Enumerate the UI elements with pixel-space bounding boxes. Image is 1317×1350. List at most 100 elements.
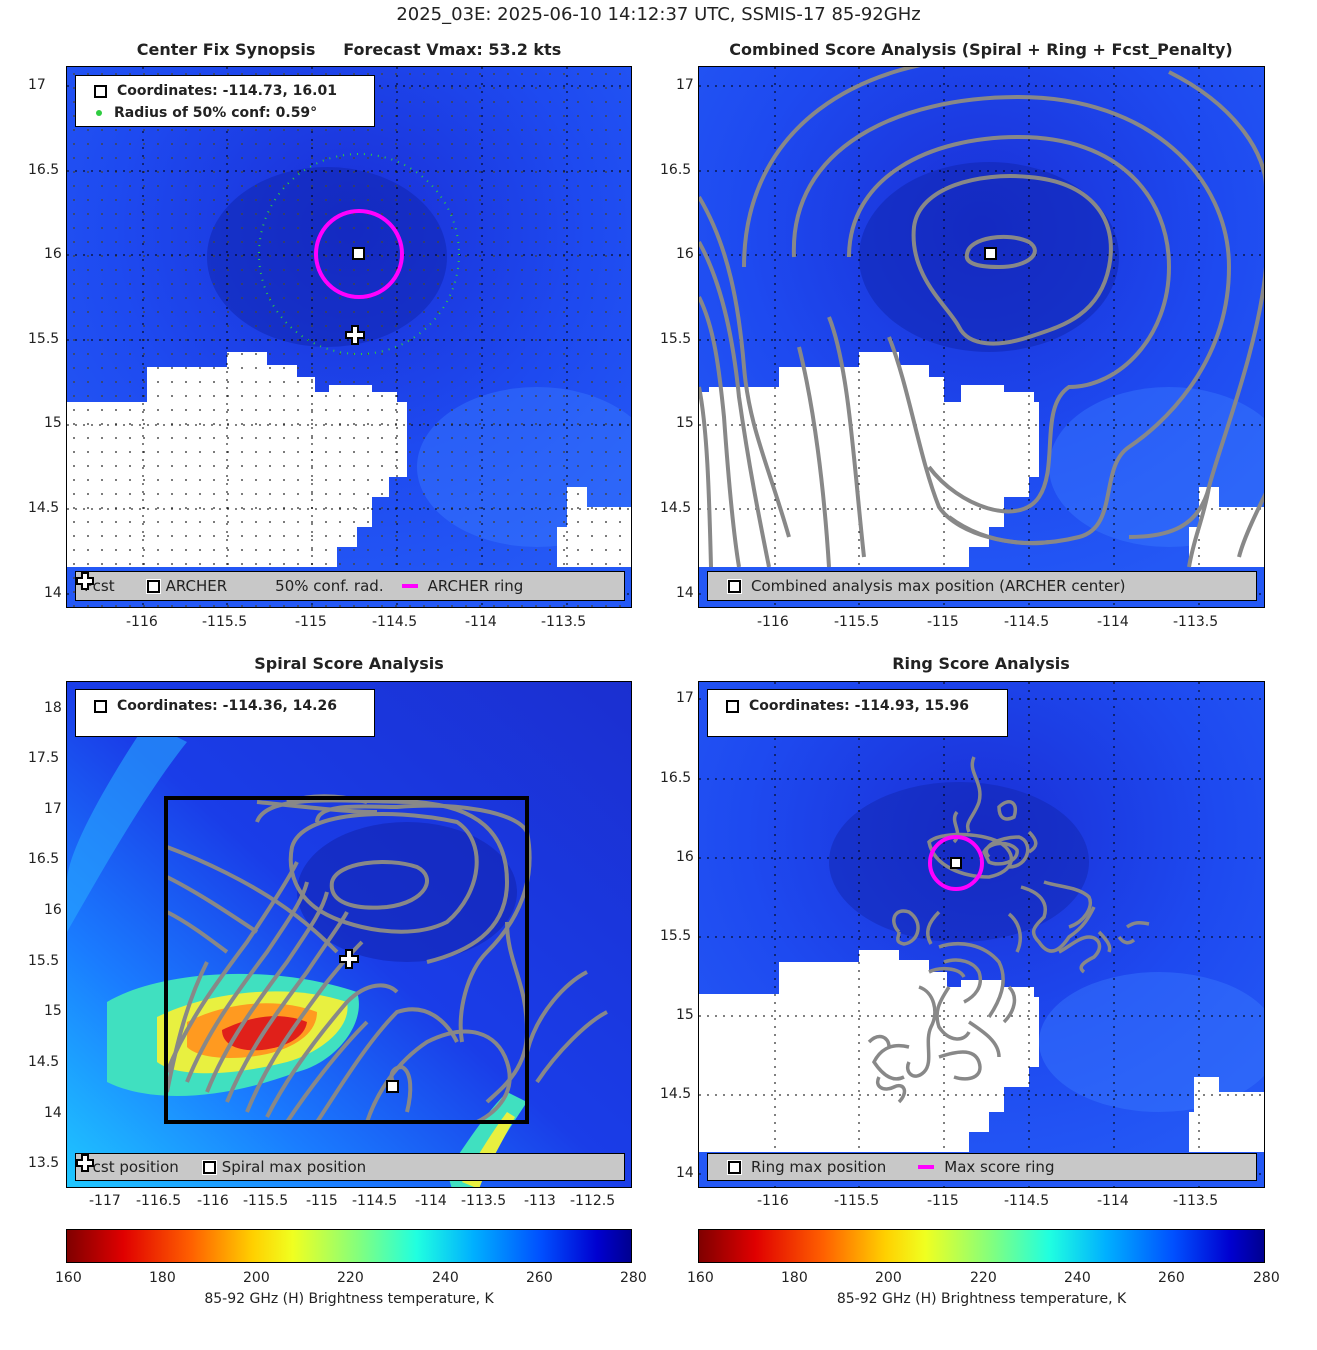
cbar-tick: 220 <box>337 1270 364 1286</box>
tick-x: -115 <box>295 614 327 630</box>
magenta-line-icon <box>918 1165 935 1169</box>
tick-y: 16 <box>676 849 694 865</box>
cbar-tick: 160 <box>687 1270 714 1286</box>
tick-x: -115 <box>927 1193 959 1209</box>
tick-y: 14.5 <box>660 1086 692 1102</box>
info-radius: Radius of 50% conf: 0.59° <box>114 105 318 121</box>
panel-title-combined: Combined Score Analysis (Spiral + Ring +… <box>729 40 1233 59</box>
search-box <box>164 796 529 1124</box>
spiral-legend: Fcst position Spiral max position <box>75 1153 625 1181</box>
tick-y: 15 <box>676 415 694 431</box>
tick-y: 15.5 <box>660 331 692 347</box>
cbar-tick: 280 <box>620 1270 647 1286</box>
ring-svg <box>699 682 1264 1187</box>
cbar-tick: 260 <box>1158 1270 1185 1286</box>
tick-x: -114 <box>465 614 497 630</box>
tick-y: 16.5 <box>660 162 692 178</box>
info-coordinates: Coordinates: -114.93, 15.96 <box>749 698 969 714</box>
square-marker-icon <box>728 1160 741 1174</box>
tick-x: -116 <box>126 614 158 630</box>
tick-y: 17 <box>44 801 62 817</box>
colorbar-left <box>66 1229 632 1263</box>
ring-score-contours <box>867 756 1150 1104</box>
tick-x: -115 <box>927 614 959 630</box>
no-data-region <box>699 352 1264 567</box>
tick-y: 15.5 <box>28 331 60 347</box>
archer-square-icon <box>94 84 107 98</box>
cbar-tick: 280 <box>1253 1270 1280 1286</box>
cbar-tick: 220 <box>970 1270 997 1286</box>
tick-y: 14.5 <box>660 500 692 516</box>
colorbar-right <box>698 1229 1265 1263</box>
conf-50-circle <box>258 153 460 355</box>
spiral-info-box: Coordinates: -114.36, 14.26 <box>75 689 375 737</box>
panel-title-center-fix: Center Fix Synopsis Forecast Vmax: 53.2 … <box>136 40 562 59</box>
cbar-tick: 200 <box>243 1270 270 1286</box>
tick-y: 17 <box>28 77 46 93</box>
ring-plot: Coordinates: -114.93, 15.96 Ring max pos… <box>698 681 1265 1188</box>
combined-legend: Combined analysis max position (ARCHER c… <box>707 571 1257 601</box>
ring-legend: Ring max position Max score ring <box>707 1153 1257 1181</box>
tick-y: 15.5 <box>28 953 60 969</box>
ring-info-box: Coordinates: -114.93, 15.96 <box>707 689 1008 737</box>
tick-x: -115.5 <box>243 1193 289 1209</box>
tick-x: -114.5 <box>372 614 418 630</box>
tick-y: 16 <box>676 246 694 262</box>
tick-x: -114 <box>415 1193 447 1209</box>
tick-x: -114.5 <box>1004 1193 1050 1209</box>
tick-x: -112.5 <box>570 1193 616 1209</box>
archer-center-marker <box>352 247 365 260</box>
tick-y: 16 <box>44 246 62 262</box>
cbar-tick: 240 <box>432 1270 459 1286</box>
info-coordinates: Coordinates: -114.36, 14.26 <box>117 698 337 714</box>
legend-combined-max: Combined analysis max position (ARCHER c… <box>751 577 1126 595</box>
square-marker-icon <box>202 1160 216 1174</box>
tick-x: -115.5 <box>834 614 880 630</box>
tick-x: -116 <box>757 614 789 630</box>
center-fix-legend: Fcst ARCHER 50% conf. rad. ARCHER ring <box>75 571 625 601</box>
cold-core <box>297 822 517 962</box>
tick-y: 16 <box>44 902 62 918</box>
tick-y: 14 <box>676 585 694 601</box>
tick-x: -114 <box>1097 614 1129 630</box>
cross-icon <box>76 572 94 590</box>
tick-x: -113.5 <box>461 1193 507 1209</box>
legend-max-score-ring: Max score ring <box>944 1158 1055 1176</box>
spiral-score-contours <box>165 794 608 1124</box>
magenta-line-icon <box>401 584 418 588</box>
tick-y: 14 <box>676 1165 694 1181</box>
spiral-max-marker <box>386 1080 399 1093</box>
archer-ring <box>314 209 404 299</box>
tick-x: -114.5 <box>1004 614 1050 630</box>
tick-x: -116 <box>197 1193 229 1209</box>
max-score-ring <box>928 835 984 891</box>
legend-fcst-position: Fcst position <box>84 1158 179 1176</box>
legend-conf-radius: 50% conf. rad. <box>275 577 384 595</box>
center-fix-svg <box>67 67 631 607</box>
tick-x: -114 <box>1097 1193 1129 1209</box>
tick-y: 18 <box>44 700 62 716</box>
panel-title-ring: Ring Score Analysis <box>892 654 1070 673</box>
tick-y: 14 <box>44 585 62 601</box>
tick-x: -116.5 <box>136 1193 182 1209</box>
legend-archer: ARCHER <box>165 577 228 595</box>
panel-title-spiral: Spiral Score Analysis <box>254 654 444 673</box>
tick-x: -113.5 <box>1173 1193 1219 1209</box>
combined-max-marker <box>984 247 997 260</box>
tick-y: 15.5 <box>660 928 692 944</box>
colorbar-right-label: 85-92 GHz (H) Brightness temperature, K <box>836 1291 1127 1307</box>
cbar-tick: 260 <box>526 1270 553 1286</box>
cbar-tick: 200 <box>875 1270 902 1286</box>
tick-y: 17.5 <box>28 750 60 766</box>
tick-x: -115 <box>306 1193 338 1209</box>
combined-score-contours <box>699 67 1264 568</box>
cbar-tick: 180 <box>149 1270 176 1286</box>
tick-y: 14.5 <box>28 500 60 516</box>
tick-x: -115.5 <box>834 1193 880 1209</box>
cbar-tick: 180 <box>781 1270 808 1286</box>
tick-y: 17 <box>676 690 694 706</box>
center-fix-info-box: Coordinates: -114.73, 16.01 Radius of 50… <box>75 75 375 127</box>
fcst-marker <box>345 325 365 345</box>
tick-x: -117 <box>89 1193 121 1209</box>
center-fix-plot: Coordinates: -114.73, 16.01 Radius of 50… <box>66 66 632 608</box>
